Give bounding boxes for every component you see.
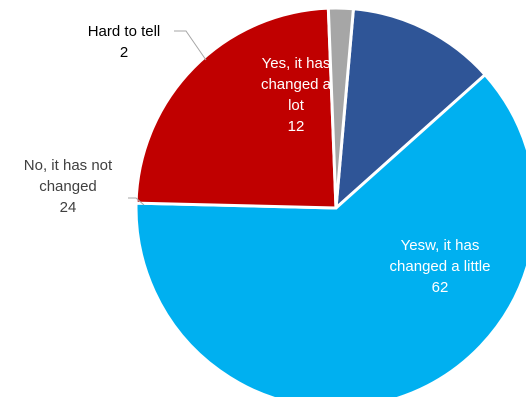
data-labels: Yes, it has changed a lot 12 Yesw, it has cha… bbox=[24, 23, 491, 296]
pie-slice-yes-little bbox=[134, 73, 526, 397]
data-label-no-change: No, it has not changed 24 bbox=[24, 157, 113, 216]
data-label-hard-to-tell: Hard to tell 2 bbox=[88, 23, 161, 61]
leader-line-hard-to-tell bbox=[174, 30, 207, 61]
pie-slices bbox=[134, 6, 526, 397]
leader-line-no-change bbox=[128, 197, 145, 206]
data-label-yes-little: Yesw, it has changed a little 62 bbox=[390, 237, 491, 296]
pie-slice-hard-to-tell bbox=[326, 6, 355, 210]
leader-lines bbox=[128, 30, 207, 206]
data-label-yes-lot: Yes, it has changed a lot 12 bbox=[261, 55, 332, 135]
pie-slice-yes-lot bbox=[334, 7, 487, 210]
pie-slice-no-change bbox=[134, 6, 338, 210]
